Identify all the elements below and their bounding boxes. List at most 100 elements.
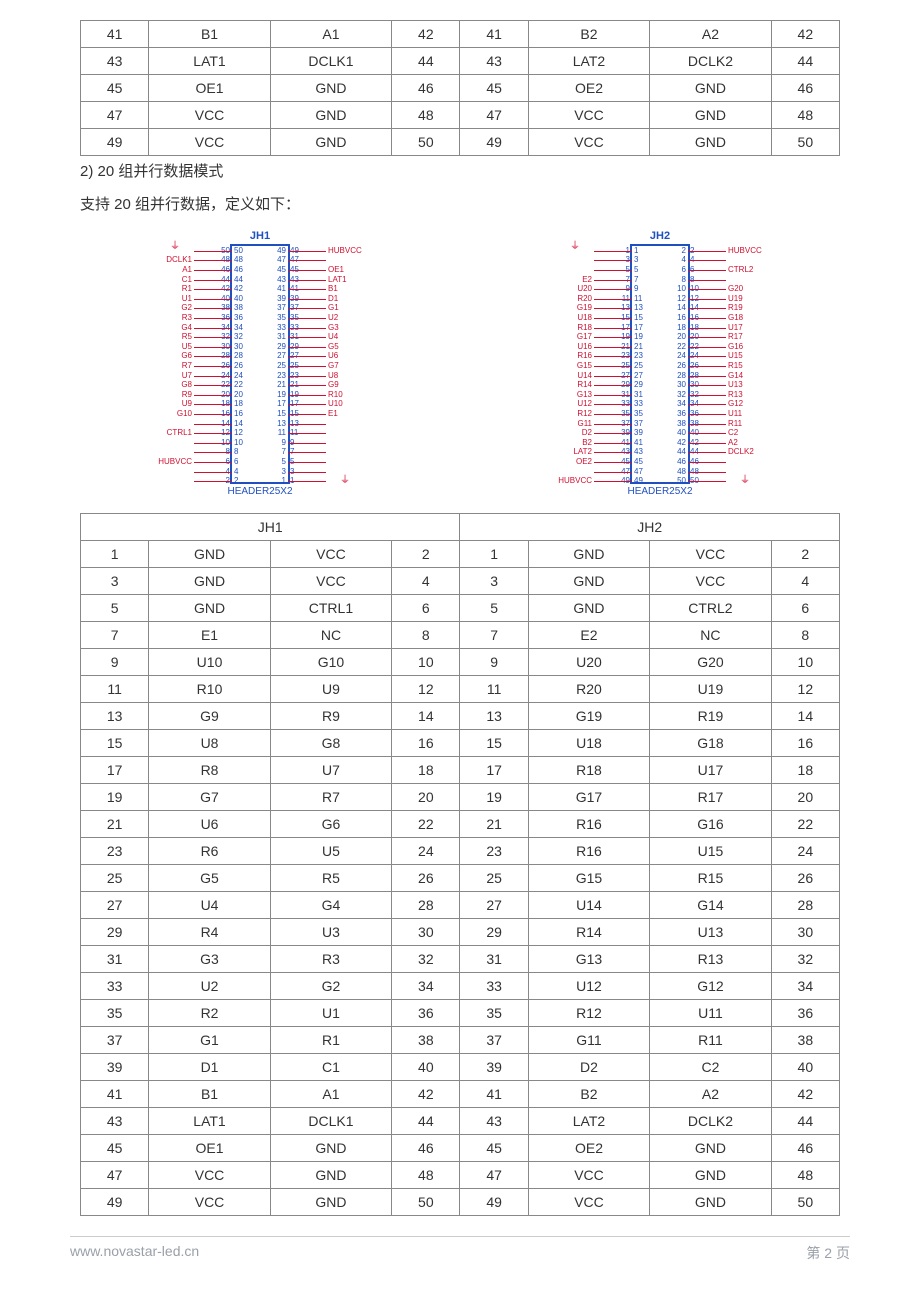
table-row: 31G3R33231G13R1332 <box>81 946 840 973</box>
table-cell: 47 <box>81 1162 149 1189</box>
table-cell: 13 <box>81 703 149 730</box>
table-row: 5GNDCTRL165GNDCTRL26 <box>81 595 840 622</box>
table-cell: 27 <box>460 892 528 919</box>
table-cell: 45 <box>81 75 149 102</box>
table-cell: 9 <box>460 649 528 676</box>
table-cell: D2 <box>528 1054 649 1081</box>
table-cell: 14 <box>392 703 460 730</box>
table-cell: G18 <box>650 730 771 757</box>
table-cell: DCLK2 <box>650 1108 771 1135</box>
table-cell: 19 <box>460 784 528 811</box>
section-body: 支持 20 组并行数据，定义如下： <box>80 193 840 214</box>
diagram-title: JH2 <box>480 230 840 242</box>
footer-page: 第 2 页 <box>806 1243 850 1263</box>
table-row: 29R4U33029R14U1330 <box>81 919 840 946</box>
table-row: 23R6U52423R16U1524 <box>81 838 840 865</box>
table-cell: 48 <box>392 102 460 129</box>
table-cell: VCC <box>149 102 270 129</box>
table-cell: B1 <box>149 21 270 48</box>
table-cell: 38 <box>392 1027 460 1054</box>
table-cell: 8 <box>392 622 460 649</box>
table-cell: 49 <box>460 129 528 156</box>
table-cell: R10 <box>149 676 270 703</box>
table-cell: 21 <box>460 811 528 838</box>
table-cell: 11 <box>81 676 149 703</box>
table-cell: VCC <box>270 568 391 595</box>
table-cell: 33 <box>81 973 149 1000</box>
table-header-jh1: JH1 <box>81 514 460 541</box>
table-row: 39D1C14039D2C240 <box>81 1054 840 1081</box>
table-cell: 22 <box>392 811 460 838</box>
table-cell: U12 <box>528 973 649 1000</box>
table-cell: 49 <box>81 129 149 156</box>
page-footer: www.novastar-led.cn 第 2 页 <box>70 1236 850 1263</box>
table-cell: 45 <box>81 1135 149 1162</box>
table-cell: G14 <box>650 892 771 919</box>
table-cell: 29 <box>460 919 528 946</box>
table-cell: 16 <box>771 730 839 757</box>
table-cell: GND <box>650 129 771 156</box>
table-cell: 39 <box>460 1054 528 1081</box>
table-cell: 48 <box>771 102 839 129</box>
table-cell: R16 <box>528 811 649 838</box>
table-cell: 6 <box>392 595 460 622</box>
table-cell: GND <box>528 568 649 595</box>
table-cell: C1 <box>270 1054 391 1081</box>
table-cell: B2 <box>528 1081 649 1108</box>
table-row: 49VCCGND5049VCCGND50 <box>81 129 840 156</box>
table-row: 27U4G42827U14G1428 <box>81 892 840 919</box>
table-cell: DCLK1 <box>270 48 391 75</box>
table-cell: 32 <box>392 946 460 973</box>
table-cell: A2 <box>650 21 771 48</box>
table-cell: 46 <box>392 75 460 102</box>
table-cell: 8 <box>771 622 839 649</box>
table-cell: 4 <box>392 568 460 595</box>
table-cell: 2 <box>771 541 839 568</box>
table-cell: GND <box>650 102 771 129</box>
table-cell: G1 <box>149 1027 270 1054</box>
table-cell: 20 <box>771 784 839 811</box>
table-cell: NC <box>270 622 391 649</box>
table-cell: 37 <box>460 1027 528 1054</box>
table-row: 33U2G23433U12G1234 <box>81 973 840 1000</box>
table-cell: 5 <box>460 595 528 622</box>
table-row: 13G9R91413G19R1914 <box>81 703 840 730</box>
table-cell: 45 <box>460 75 528 102</box>
table-cell: 25 <box>460 865 528 892</box>
table-cell: 50 <box>771 129 839 156</box>
table-cell: 30 <box>771 919 839 946</box>
table-cell: G15 <box>528 865 649 892</box>
table-cell: R6 <box>149 838 270 865</box>
table-row: 47VCCGND4847VCCGND48 <box>81 1162 840 1189</box>
table-cell: 36 <box>771 1000 839 1027</box>
table-cell: GND <box>270 1189 391 1216</box>
table-cell: 41 <box>460 1081 528 1108</box>
section-heading: 2) 20 组并行数据模式 <box>80 160 840 181</box>
table-row: 45OE1GND4645OE2GND46 <box>81 75 840 102</box>
table-cell: 50 <box>392 1189 460 1216</box>
table-cell: G20 <box>650 649 771 676</box>
pin-table-top: 41B1A14241B2A24243LAT1DCLK14443LAT2DCLK2… <box>80 20 840 156</box>
table-cell: VCC <box>528 102 649 129</box>
diagram-title: JH1 <box>80 230 440 242</box>
table-cell: 41 <box>81 1081 149 1108</box>
table-cell: U6 <box>149 811 270 838</box>
table-cell: U13 <box>650 919 771 946</box>
table-cell: D1 <box>149 1054 270 1081</box>
table-cell: 43 <box>460 1108 528 1135</box>
table-cell: 41 <box>81 21 149 48</box>
table-cell: 43 <box>81 1108 149 1135</box>
table-cell: 48 <box>392 1162 460 1189</box>
table-cell: 10 <box>392 649 460 676</box>
table-cell: DCLK2 <box>650 48 771 75</box>
table-cell: R5 <box>270 865 391 892</box>
table-cell: 15 <box>460 730 528 757</box>
table-cell: 33 <box>460 973 528 1000</box>
table-cell: G4 <box>270 892 391 919</box>
table-cell: GND <box>270 129 391 156</box>
table-cell: VCC <box>528 129 649 156</box>
table-row: 45OE1GND4645OE2GND46 <box>81 1135 840 1162</box>
table-row: 1GNDVCC21GNDVCC2 <box>81 541 840 568</box>
table-cell: A1 <box>270 21 391 48</box>
table-cell: R9 <box>270 703 391 730</box>
